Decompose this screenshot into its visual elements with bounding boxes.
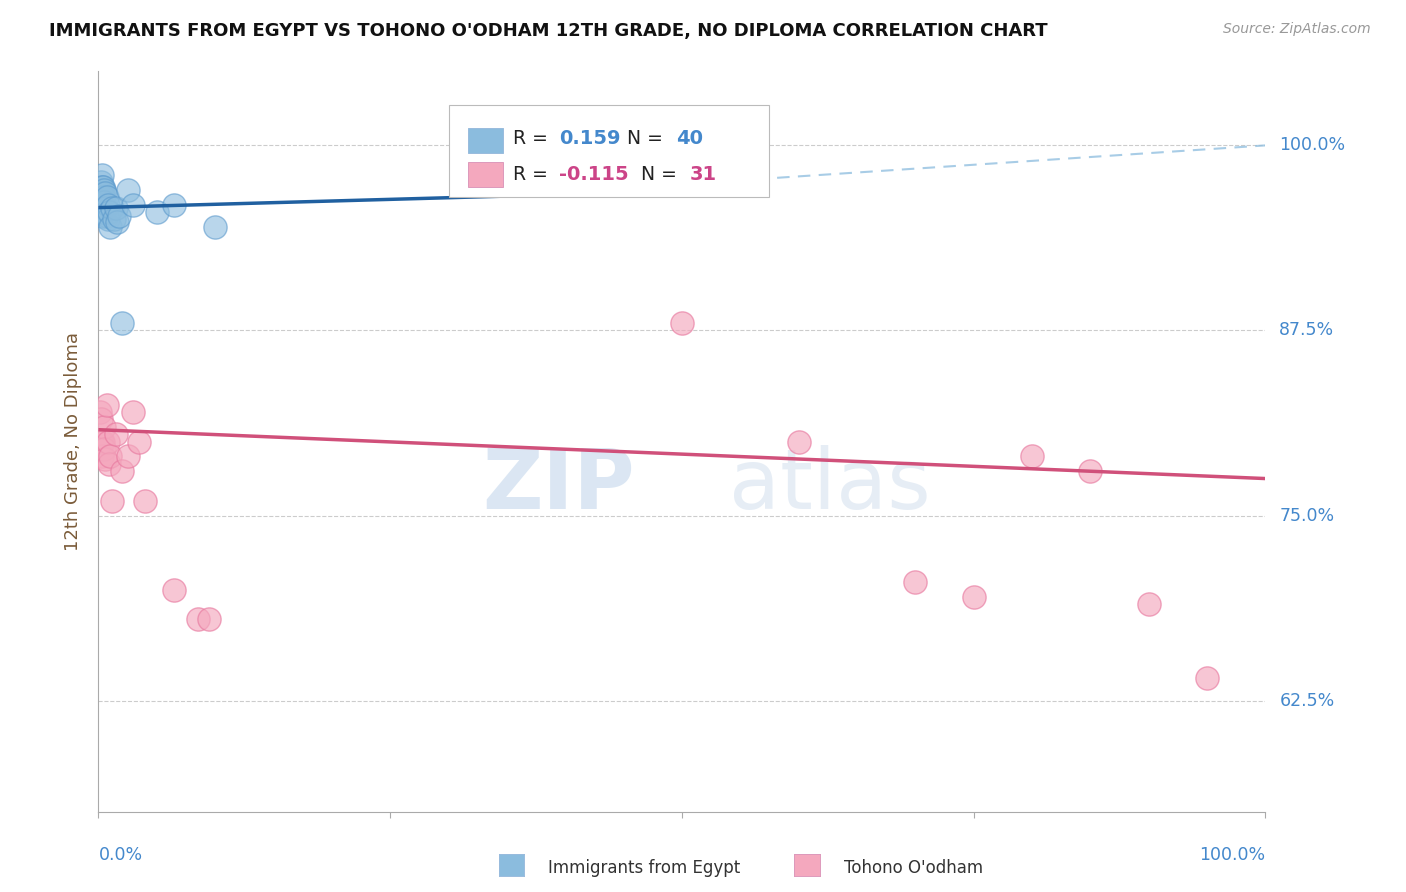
Point [91,190,114,204]
Point [103,212,125,227]
Text: 100.0%: 100.0% [1199,847,1265,864]
Text: R =: R = [513,128,554,148]
Point [97,205,120,219]
Point [904,575,927,590]
Point [90,434,112,449]
Point [90,186,112,200]
Text: 100.0%: 100.0% [1279,136,1346,154]
Point [104,201,127,215]
Point [98,219,121,234]
Point [90,190,112,204]
Point [122,197,145,211]
Point [94,452,117,467]
Point [93,194,115,209]
Point [89,405,111,419]
Text: 75.0%: 75.0% [1279,507,1334,524]
Text: 62.5%: 62.5% [1279,691,1334,710]
Point [111,316,134,330]
Point [93,183,115,197]
Point [101,493,124,508]
Point [90,434,112,449]
Point [1021,450,1043,464]
Text: 0.159: 0.159 [560,128,621,148]
Point [962,590,984,604]
Point [90,450,112,464]
Point [89,194,111,209]
Point [163,582,186,597]
Point [93,419,115,434]
Text: atlas: atlas [728,445,931,526]
Point [1195,672,1218,686]
Point [94,201,117,215]
Text: 0.0%: 0.0% [98,847,142,864]
Point [111,464,134,478]
Text: IMMIGRANTS FROM EGYPT VS TOHONO O'ODHAM 12TH GRADE, NO DIPLOMA CORRELATION CHART: IMMIGRANTS FROM EGYPT VS TOHONO O'ODHAM … [49,22,1047,40]
Point [134,493,156,508]
Point [97,457,120,471]
Point [117,183,139,197]
Point [91,197,114,211]
Text: N =: N = [641,165,683,185]
Point [94,186,117,200]
Point [90,193,112,207]
Point [671,316,693,330]
Point [89,201,111,215]
Point [96,210,118,224]
Point [146,205,169,219]
Point [96,398,118,412]
Point [108,210,131,224]
Point [90,201,112,215]
Point [90,210,112,224]
Point [90,168,112,182]
Point [93,205,115,219]
Point [1080,464,1102,478]
Text: 87.5%: 87.5% [1279,321,1334,340]
Point [97,197,120,211]
Point [90,205,112,219]
Point [128,434,150,449]
Point [187,612,209,626]
Point [96,190,118,204]
Point [91,205,114,219]
Point [98,450,121,464]
Point [90,179,112,194]
Text: R =: R = [513,165,554,185]
Point [122,405,145,419]
Point [90,183,112,197]
Text: Source: ZipAtlas.com: Source: ZipAtlas.com [1223,22,1371,37]
Point [101,201,124,215]
Point [97,212,120,227]
Point [204,219,226,234]
Point [90,197,112,211]
Point [104,427,127,442]
Text: -0.115: -0.115 [560,165,628,185]
Point [198,612,221,626]
Point [90,412,112,426]
Point [93,442,115,456]
Point [1137,598,1160,612]
Text: 40: 40 [676,128,703,148]
Point [91,434,114,449]
Text: N =: N = [627,128,669,148]
Point [91,179,114,194]
FancyBboxPatch shape [449,104,769,197]
Point [97,434,120,449]
Point [89,186,111,200]
Point [90,176,112,190]
Bar [468,162,503,187]
Y-axis label: 12th Grade, No Diploma: 12th Grade, No Diploma [63,332,82,551]
Point [787,434,810,449]
Point [105,215,128,229]
Point [117,450,139,464]
Point [163,197,186,211]
Text: Immigrants from Egypt: Immigrants from Egypt [548,859,741,877]
Text: Tohono O'odham: Tohono O'odham [844,859,983,877]
Text: 31: 31 [690,165,717,185]
Text: ZIP: ZIP [482,445,636,526]
Bar [468,128,503,153]
